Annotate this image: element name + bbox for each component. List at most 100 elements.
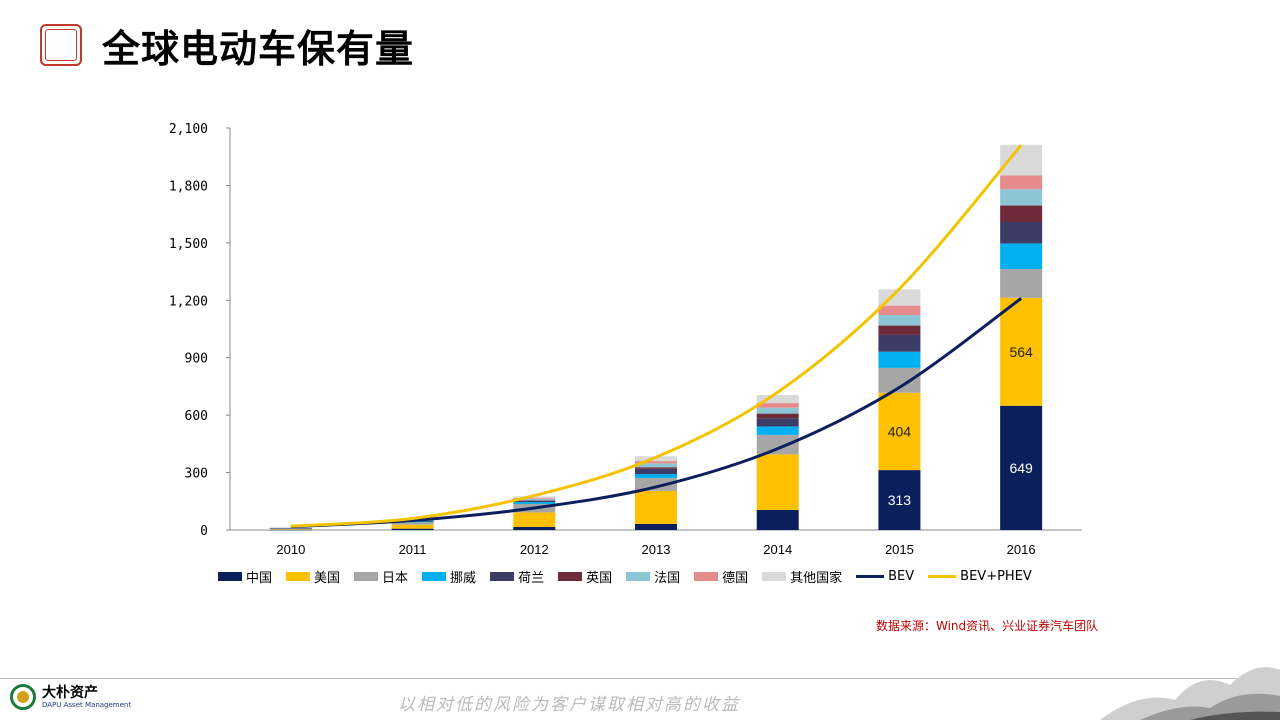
legend-label: BEV bbox=[888, 569, 915, 584]
bar-美国-2013 bbox=[635, 490, 677, 524]
bar-法国-2013 bbox=[635, 463, 677, 468]
x-tick-label: 2011 bbox=[399, 542, 427, 557]
bar-挪威-2012 bbox=[513, 502, 556, 504]
x-tick-label: 2013 bbox=[642, 542, 671, 557]
legend-label: BEV+PHEV bbox=[960, 569, 1032, 584]
legend-item: 荷兰 bbox=[490, 567, 544, 586]
bar-其他国家-2014 bbox=[756, 395, 799, 404]
y-tick-label: 1,200 bbox=[169, 294, 208, 309]
logo-name: 大朴资产 bbox=[42, 684, 98, 701]
bar-荷兰-2013 bbox=[635, 468, 677, 475]
x-tick-label: 2015 bbox=[885, 542, 914, 557]
bar-美国-2010 bbox=[269, 529, 312, 530]
legend-swatch bbox=[422, 572, 447, 581]
legend-label: 日本 bbox=[382, 571, 409, 586]
legend-label: 荷兰 bbox=[518, 571, 545, 586]
legend-swatch bbox=[218, 572, 242, 581]
legend-item: 其他国家 bbox=[762, 567, 842, 586]
bar-中国-2012 bbox=[513, 526, 556, 530]
y-tick-label: 2,100 bbox=[169, 122, 208, 137]
logo-icon bbox=[10, 684, 36, 710]
x-tick-label: 2010 bbox=[276, 542, 305, 557]
data-label: 313 bbox=[888, 492, 912, 508]
bar-其他国家-2015 bbox=[878, 289, 921, 306]
y-tick-label: 900 bbox=[185, 352, 208, 367]
bar-英国-2016 bbox=[1000, 205, 1043, 222]
legend-swatch bbox=[558, 572, 583, 581]
line-BEV+PHEV bbox=[290, 144, 1023, 528]
bar-美国-2012 bbox=[513, 512, 556, 527]
legend-label: 法国 bbox=[654, 571, 681, 586]
bar-挪威-2014 bbox=[756, 426, 799, 435]
bar-荷兰-2014 bbox=[756, 418, 799, 427]
legend-item: BEV bbox=[856, 569, 914, 584]
bar-美国-2014 bbox=[756, 454, 799, 510]
x-tick-label: 2012 bbox=[520, 542, 549, 557]
bar-英国-2012 bbox=[513, 500, 556, 501]
bar-英国-2015 bbox=[878, 325, 921, 335]
legend-swatch bbox=[490, 572, 515, 581]
company-logo: 大朴资产 DAPU Asset Management bbox=[10, 684, 131, 710]
bar-法国-2015 bbox=[878, 315, 921, 326]
bar-法国-2012 bbox=[513, 498, 556, 501]
legend-swatch bbox=[762, 572, 787, 581]
line-BEV bbox=[290, 297, 1023, 529]
legend-item: 德国 bbox=[694, 567, 748, 586]
chart-legend: 中国 美国 日本 挪威 荷兰 英国 法国 德国 其他国家 BEV BEV+PHEV bbox=[218, 567, 1032, 586]
data-label: 404 bbox=[888, 423, 912, 439]
bar-法国-2014 bbox=[756, 407, 799, 414]
legend-swatch bbox=[354, 572, 379, 581]
seal-logo bbox=[40, 24, 82, 66]
logo-english-name: DAPU Asset Management bbox=[42, 700, 132, 709]
bar-挪威-2016 bbox=[1000, 243, 1043, 270]
legend-line-swatch bbox=[928, 575, 957, 578]
legend-label: 英国 bbox=[586, 571, 613, 586]
bar-德国-2012 bbox=[513, 497, 556, 499]
legend-label: 德国 bbox=[722, 571, 749, 586]
y-tick-label: 0 bbox=[200, 524, 208, 539]
legend-item: 美国 bbox=[286, 567, 340, 586]
bar-中国-2014 bbox=[756, 509, 799, 530]
legend-swatch bbox=[694, 572, 719, 581]
legend-label: 美国 bbox=[314, 571, 341, 586]
x-tick-label: 2016 bbox=[1007, 542, 1036, 557]
bar-中国-2016 bbox=[1000, 405, 1043, 530]
bar-日本-2011 bbox=[391, 522, 434, 525]
legend-item: BEV+PHEV bbox=[928, 569, 1032, 584]
data-label: 564 bbox=[1009, 344, 1033, 360]
bar-美国-2015 bbox=[878, 392, 921, 471]
ink-landscape-decoration bbox=[1100, 667, 1280, 720]
legend-label: 中国 bbox=[246, 571, 273, 586]
legend-item: 中国 bbox=[218, 567, 272, 586]
footer-divider bbox=[0, 678, 1280, 679]
legend-label: 其他国家 bbox=[790, 571, 843, 586]
page-title: 全球电动车保有量 bbox=[102, 27, 415, 71]
bar-英国-2014 bbox=[756, 413, 799, 419]
data-label: 649 bbox=[1009, 460, 1033, 476]
bar-英国-2013 bbox=[635, 467, 677, 469]
bar-荷兰-2012 bbox=[513, 500, 556, 503]
stacked-bar-chart: 0 300 600 900 1,200 1,500 1,800 2,100 2010 2011 20… bbox=[169, 122, 1082, 557]
bar-中国-2010 bbox=[269, 529, 312, 531]
y-tick-label: 1,800 bbox=[169, 179, 208, 194]
legend-item: 法国 bbox=[626, 567, 680, 586]
bar-日本-2016 bbox=[1000, 269, 1043, 298]
bar-其他国家-2010 bbox=[269, 527, 312, 528]
y-tick-label: 1,500 bbox=[169, 237, 208, 252]
bar-荷兰-2015 bbox=[878, 334, 921, 352]
bar-法国-2016 bbox=[1000, 189, 1043, 206]
legend-swatch bbox=[286, 572, 311, 581]
legend-item: 英国 bbox=[558, 567, 612, 586]
bar-德国-2014 bbox=[756, 403, 799, 408]
bar-美国-2011 bbox=[391, 524, 434, 529]
bar-其他国家-2016 bbox=[1000, 144, 1043, 176]
bar-中国-2011 bbox=[391, 528, 434, 530]
bar-中国-2015 bbox=[878, 470, 921, 530]
legend-swatch bbox=[626, 572, 651, 581]
bar-德国-2013 bbox=[635, 461, 677, 464]
y-tick-label: 300 bbox=[185, 467, 208, 482]
bar-日本-2014 bbox=[756, 434, 799, 455]
bar-日本-2010 bbox=[269, 528, 312, 530]
bar-日本-2013 bbox=[635, 477, 677, 491]
legend-label: 挪威 bbox=[450, 571, 477, 586]
